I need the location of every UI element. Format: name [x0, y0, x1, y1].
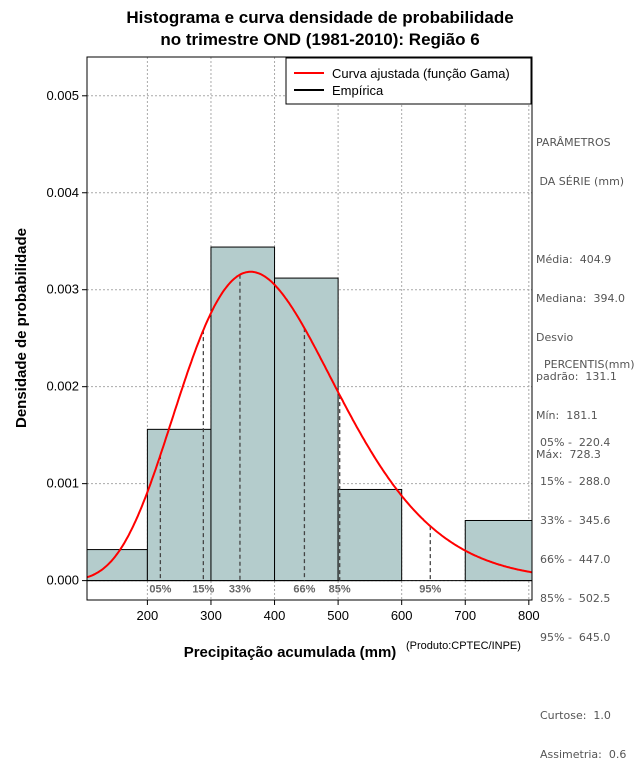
parametros-min: Mín: 181.1: [536, 409, 598, 422]
plot-frame: [86, 56, 533, 601]
x-tick-label-700: 700: [454, 608, 476, 623]
x-tick-label-300: 300: [200, 608, 222, 623]
x-axis-label: Precipitação acumulada (mm): [184, 644, 397, 660]
y-tick-label-0: 0.000: [46, 573, 79, 588]
legend-label-1: Empírica: [332, 83, 384, 98]
x-tick-label-400: 400: [264, 608, 286, 623]
percentis-95: 95% - 645.0: [540, 631, 611, 644]
assimetria-value: Assimetria: 0.6: [540, 748, 627, 761]
parametros-panel: PARÂMETROS DA SÉRIE (mm) Média: 404.9 Me…: [536, 110, 625, 474]
percentile-label-66%: 66%: [293, 584, 315, 596]
percentis-33: 33% - 345.6: [540, 514, 611, 527]
y-tick-label-5: 0.005: [46, 88, 79, 103]
histogram-bar-6: [464, 519, 533, 582]
y-tick-label-3: 0.003: [46, 282, 79, 297]
parametros-padrao: padrão: 131.1: [536, 370, 617, 383]
histogram-bar-2: [210, 246, 276, 582]
curtose-value: Curtose: 1.0: [540, 709, 611, 722]
histogram-bar-1: [146, 428, 212, 582]
parametros-mediana: Mediana: 394.0: [536, 292, 625, 305]
legend-label-0: Curva ajustada (função Gama): [332, 66, 510, 81]
percentile-label-15%: 15%: [192, 584, 214, 596]
percentile-label-33%: 33%: [229, 584, 251, 596]
x-tick-label-500: 500: [327, 608, 349, 623]
percentis-header: PERCENTIS(mm): [544, 358, 635, 371]
parametros-media: Média: 404.9: [536, 253, 612, 266]
y-tick-label-4: 0.004: [46, 185, 79, 200]
histogram-bar-4: [337, 488, 403, 582]
parametros-header-1: PARÂMETROS: [536, 136, 611, 149]
gamma-density-curve: [86, 270, 533, 579]
parametros-max: Máx: 728.3: [536, 448, 601, 461]
percentile-label-85%: 85%: [329, 584, 351, 596]
percentis-05: 05% - 220.4: [540, 436, 611, 449]
histogram-chart: 05% 15% 33% 66% 85% 95% 200 300 400 500 600 700 800 0…: [13, 56, 540, 660]
legend-box: [285, 57, 532, 105]
chart-title-line-2: no trimestre OND (1981-2010): Região 6: [160, 30, 480, 49]
parametros-header-2: DA SÉRIE (mm): [536, 175, 625, 188]
percentis-85: 85% - 502.5: [540, 592, 611, 605]
x-tick-label-200: 200: [137, 608, 159, 623]
percentis-15: 15% - 288.0: [540, 475, 611, 488]
histogram-bar-3: [274, 277, 339, 582]
parametros-desvio: Desvio: [536, 331, 574, 344]
percentile-label-95%: 95%: [419, 584, 441, 596]
chart-title-line-1: Histograma e curva densidade de probabil…: [126, 8, 514, 27]
product-credit: (Produto:CPTEC/INPE): [406, 640, 521, 652]
y-axis-label: Densidade de probabilidade: [13, 228, 30, 428]
percentile-label-05%: 05%: [149, 584, 171, 596]
x-tick-label-800: 800: [518, 608, 540, 623]
x-tick-label-600: 600: [391, 608, 413, 623]
y-tick-label-1: 0.001: [46, 476, 79, 491]
percentis-panel: PERCENTIS(mm) 05% - 220.4 15% - 288.0 33…: [540, 332, 635, 774]
y-tick-label-2: 0.002: [46, 379, 79, 394]
percentis-66: 66% - 447.0: [540, 553, 611, 566]
